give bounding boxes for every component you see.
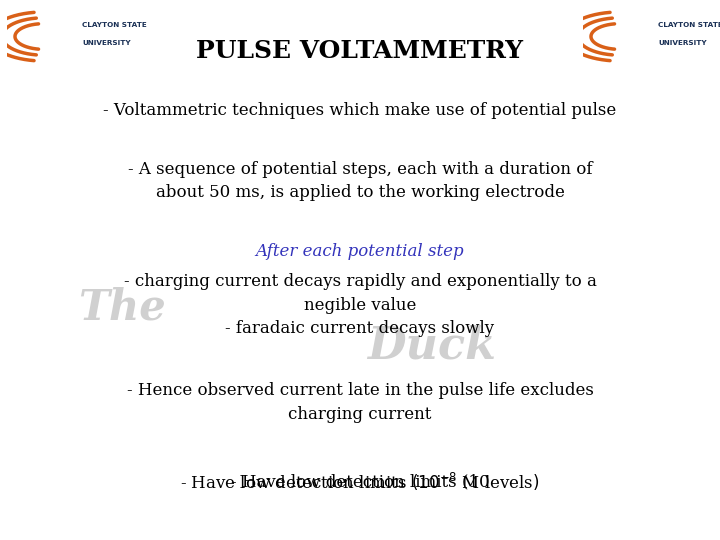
Text: - Have low detection limits (10: - Have low detection limits (10 — [230, 473, 490, 490]
Text: - Hence observed current late in the pulse life excludes
charging current: - Hence observed current late in the pul… — [127, 382, 593, 422]
Text: UNIVERSITY: UNIVERSITY — [658, 40, 707, 46]
Text: - charging current decays rapidly and exponentially to a
negible value
- faradai: - charging current decays rapidly and ex… — [124, 273, 596, 337]
Text: The: The — [78, 287, 166, 329]
Text: - A sequence of potential steps, each with a duration of
about 50 ms, is applied: - A sequence of potential steps, each wi… — [127, 160, 593, 201]
Text: CLAYTON STATE: CLAYTON STATE — [658, 22, 720, 28]
Text: - Voltammetric techniques which make use of potential pulse: - Voltammetric techniques which make use… — [104, 102, 616, 119]
Text: Duck: Duck — [367, 324, 497, 367]
Text: PULSE VOLTAMMETRY: PULSE VOLTAMMETRY — [197, 39, 523, 63]
Text: UNIVERSITY: UNIVERSITY — [82, 40, 131, 46]
Text: CLAYTON STATE: CLAYTON STATE — [82, 22, 147, 28]
Text: After each potential step: After each potential step — [256, 242, 464, 260]
Text: - Have low detection limits $(10^{-8}$ M levels$)$: - Have low detection limits $(10^{-8}$ M… — [180, 471, 540, 492]
